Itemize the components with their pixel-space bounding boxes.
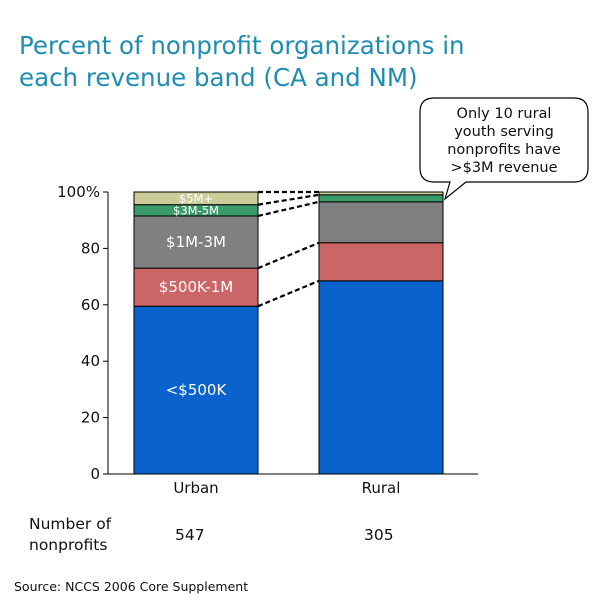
- connector-line-3: [257, 193, 320, 206]
- callout-bubble: [419, 97, 589, 201]
- bar-rural-seg-1: [318, 242, 444, 282]
- segment-label-2: $1M-3M: [166, 233, 226, 251]
- bar-rural-seg-2: [318, 201, 444, 244]
- title-line-2: each revenue band (CA and NM): [19, 63, 418, 92]
- connector-line-1: [257, 241, 320, 270]
- bar-rural-seg-4: [318, 191, 444, 196]
- y-tick-label-1: 20: [81, 409, 100, 427]
- count-rural: 305: [364, 526, 394, 544]
- y-tick-label-2: 40: [81, 352, 100, 370]
- connector-lines: [257, 190, 320, 308]
- count-heading-line-2: nonprofits: [29, 536, 108, 554]
- bars-group: <$500K $500K-1M $1M-3M $3M-5M$5M+: [133, 191, 444, 475]
- bar-rural-seg-3: [318, 194, 444, 203]
- x-tick-label-rural: Rural: [362, 479, 401, 497]
- bar-urban-seg-1: [133, 267, 259, 307]
- x-tick-label-urban: Urban: [173, 479, 218, 497]
- callout-line-3: nonprofits have: [447, 142, 561, 158]
- segment-label-0: <$500K: [166, 381, 228, 399]
- segment-label-1: $500K-1M: [159, 278, 233, 296]
- y-tick-label-0: 0: [90, 465, 100, 483]
- count-urban: 547: [175, 526, 205, 544]
- bar-urban-seg-2: [133, 215, 259, 269]
- axes-group: 0 20 40 60 80 100% Urban Rural: [57, 183, 478, 497]
- title-line-1: Percent of nonprofit organizations in: [19, 31, 465, 60]
- bar-rural-seg-0: [318, 280, 444, 475]
- connector-line-2: [257, 200, 320, 218]
- callout-line-1: Only 10 rural: [457, 106, 552, 122]
- chart-title: Percent of nonprofit organizations in ea…: [19, 30, 579, 94]
- count-heading: Number of nonprofits: [29, 514, 111, 556]
- bar-urban-seg-4: [133, 191, 259, 206]
- source-note: Source: NCCS 2006 Core Supplement: [14, 579, 249, 594]
- segment-label-4: $5M+: [179, 191, 213, 205]
- callout: Only 10 rural youth serving nonprofits h…: [419, 97, 589, 201]
- y-tick-label-3: 60: [81, 296, 100, 314]
- y-tick-label-4: 80: [81, 239, 100, 257]
- connector-line-0: [257, 279, 320, 308]
- segment-label-3: $3M-5M: [173, 203, 219, 217]
- count-heading-line-1: Number of: [29, 515, 112, 533]
- callout-line-4: >$3M revenue: [450, 160, 557, 176]
- callout-line-2: youth serving: [454, 124, 554, 140]
- y-tick-label-5: 100%: [57, 183, 100, 201]
